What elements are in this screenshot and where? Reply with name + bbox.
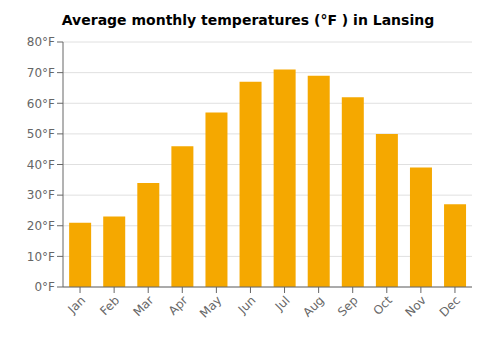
svg-text:60°F: 60°F (27, 97, 55, 111)
svg-text:20°F: 20°F (27, 219, 55, 233)
svg-text:Nov: Nov (403, 293, 429, 319)
svg-text:May: May (197, 293, 224, 320)
svg-text:80°F: 80°F (27, 35, 55, 49)
svg-text:Feb: Feb (97, 293, 122, 318)
svg-text:Sep: Sep (335, 293, 361, 319)
svg-text:70°F: 70°F (27, 66, 55, 80)
svg-text:0°F: 0°F (34, 280, 55, 294)
html-text:Average monthly temperatures (: Average monthly temperatures (°F ) in La… (61, 12, 435, 28)
svg-text:10°F: 10°F (27, 250, 55, 264)
svg-text:Apr: Apr (166, 293, 191, 318)
svg-text:50°F: 50°F (27, 127, 55, 141)
svg-text:40°F: 40°F (27, 158, 55, 172)
svg-text:Dec: Dec (437, 293, 463, 319)
svg-text:Jul: Jul (272, 293, 293, 314)
svg-text:Jan: Jan (64, 293, 88, 317)
svg-text:Jun: Jun (235, 293, 259, 317)
svg-text:Mar: Mar (130, 293, 156, 319)
svg-text:Oct: Oct (370, 293, 395, 318)
svg-text:30°F: 30°F (27, 188, 55, 202)
svg-text:Aug: Aug (300, 293, 326, 319)
